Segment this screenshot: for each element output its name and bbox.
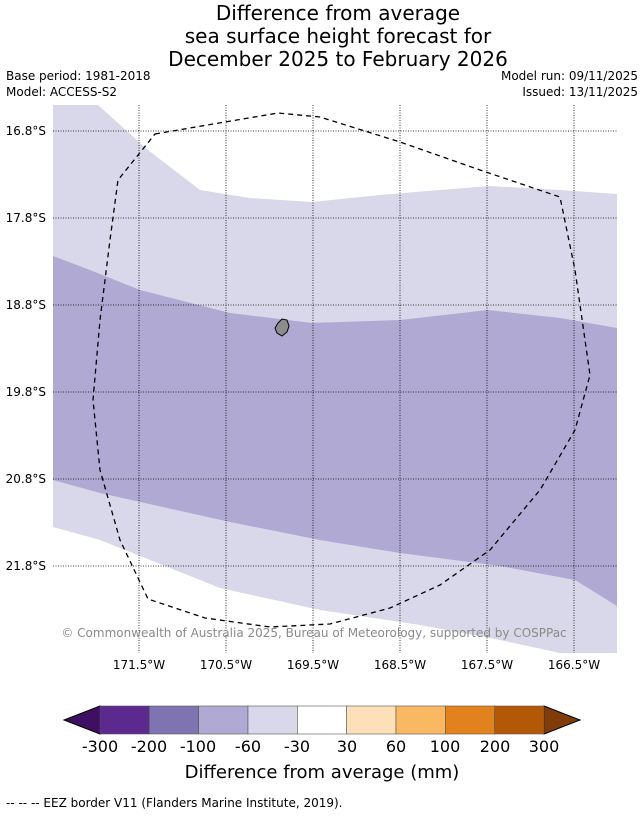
lon-label-4: 168.5°W [374,658,426,672]
eez-footnote: -- -- -- EEZ border V11 (Flanders Marine… [6,796,343,810]
lat-label-5: 20.8°S [6,472,46,486]
lat-label-4: 19.8°S [6,385,46,399]
title-line-2: sea surface height forecast for [184,24,492,48]
colorbar-segment [346,705,397,735]
lat-label-6: 21.8°S [6,559,46,573]
island-shape [274,318,290,337]
colorbar-segment [247,705,298,735]
colorbar-segment [297,705,347,735]
lat-label-1: 16.8°S [6,124,46,138]
cb-tick-9: 200 [480,737,511,756]
cb-tick-8: 100 [430,737,461,756]
lon-label-2: 170.5°W [200,658,252,672]
lon-label-3: 169.5°W [287,658,339,672]
colorbar-label: Difference from average (mm) [185,762,460,783]
map-panel: © Commonwealth of Australia 2025, Bureau… [53,105,617,653]
chart-title: Difference from average sea surface heig… [0,2,644,71]
issued-label: Issued: 13/11/2025 [522,85,638,99]
longitude-labels: 171.5°W 170.5°W 169.5°W 168.5°W 167.5°W … [113,658,600,672]
colorbar-under-arrow [62,705,101,735]
model-run-label: Model run: 09/11/2025 [500,69,638,83]
cb-tick-2: -200 [131,737,167,756]
cb-tick-1: -300 [82,737,118,756]
cb-tick-3: -100 [180,737,216,756]
colorbar-segment [494,705,545,735]
copyright-notice: © Commonwealth of Australia 2025, Bureau… [61,626,566,640]
colorbar-segments [99,705,545,735]
meta-right: Model run: 09/11/2025 Issued: 13/11/2025 [501,68,638,100]
meta-left: Base period: 1981-2018 Model: ACCESS-S2 [6,68,151,100]
title-line-3: December 2025 to February 2026 [168,47,508,71]
colorbar-ticks: -300 -200 -100 -60 -30 30 60 100 200 300 [82,737,559,756]
colorbar-segment [99,705,150,735]
lon-label-6: 166.5°W [548,658,600,672]
anomaly-band-medium [53,256,617,606]
colorbar-over-arrow [543,705,582,735]
cb-tick-6: 30 [337,737,357,756]
cb-tick-10: 300 [529,737,560,756]
colorbar-segment [149,705,199,735]
colorbar-segment [445,705,495,735]
lon-label-5: 167.5°W [461,658,513,672]
cb-tick-7: 60 [386,737,406,756]
colorbar-segment [198,705,249,735]
latitude-labels: 16.8°S 17.8°S 18.8°S 19.8°S 20.8°S 21.8°… [6,124,46,573]
cb-tick-4: -60 [235,737,261,756]
model-label: Model: ACCESS-S2 [6,85,118,99]
eez-border [92,112,591,628]
colorbar: -300 -200 -100 -60 -30 30 60 100 200 300… [62,705,582,783]
lat-label-3: 18.8°S [6,298,46,312]
cb-tick-5: -30 [284,737,310,756]
lon-label-1: 171.5°W [113,658,165,672]
base-period-label: Base period: 1981-2018 [6,69,151,83]
gridlines [53,105,617,653]
title-line-1: Difference from average [215,1,461,25]
colorbar-segment [395,705,446,735]
lat-label-2: 17.8°S [6,211,46,225]
